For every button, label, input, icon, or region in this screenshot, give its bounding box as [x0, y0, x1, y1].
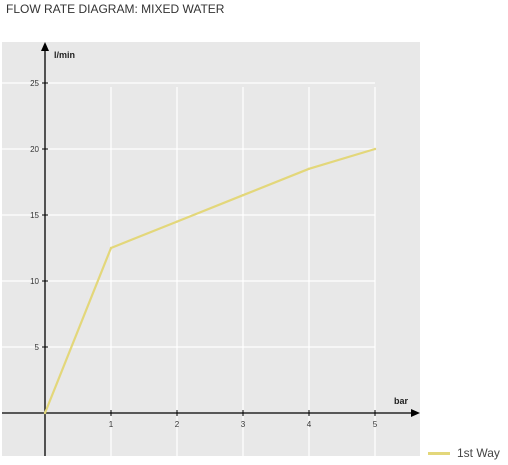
plot-area [2, 42, 420, 456]
tick-labels: 1 2 3 4 5 5 10 15 20 25 [30, 79, 378, 429]
x-tick-label-2: 2 [175, 420, 180, 429]
axes [2, 42, 420, 456]
data-point-4 [307, 167, 311, 170]
data-point-3 [241, 194, 245, 197]
chart-title: FLOW RATE DIAGRAM: MIXED WATER [6, 2, 225, 16]
y-tick-label-25: 25 [30, 79, 39, 88]
y-tick-label-20: 20 [30, 145, 39, 154]
grid-lines [2, 82, 376, 456]
data-point-0 [43, 411, 47, 415]
data-point-2 [175, 220, 179, 223]
y-tick-label-10: 10 [30, 277, 39, 286]
series-line-1st-way [43, 147, 376, 414]
y-tick-label-5: 5 [35, 343, 40, 352]
x-tick-label-1: 1 [109, 420, 114, 429]
x-axis-arrow [411, 409, 420, 417]
legend-swatch-1st-way [428, 451, 450, 455]
y-axis-label: l/min [54, 50, 75, 60]
y-axis-arrow [41, 42, 49, 51]
y-tick-label-15: 15 [30, 211, 39, 220]
x-tick-label-3: 3 [241, 420, 246, 429]
series [43, 147, 377, 415]
data-point-5 [373, 147, 377, 151]
data-point-1 [109, 246, 113, 250]
legend: 1st Way [428, 446, 500, 460]
x-tick-label-4: 4 [307, 420, 312, 429]
x-axis-label: bar [394, 396, 409, 406]
legend-label-1st-way: 1st Way [457, 446, 500, 460]
tick-marks [42, 82, 376, 416]
x-tick-label-5: 5 [373, 420, 378, 429]
